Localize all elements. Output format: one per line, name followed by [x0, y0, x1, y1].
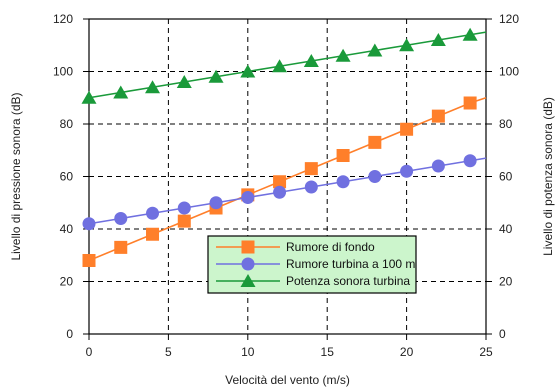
y-tick-label-right: 20 [499, 275, 513, 289]
x-tick-label: 5 [165, 345, 172, 359]
data-point [273, 175, 287, 189]
x-tick-label: 20 [400, 345, 414, 359]
x-axis-label: Velocità del vento (m/s) [225, 373, 350, 387]
data-point [208, 69, 224, 83]
data-point [272, 59, 288, 73]
data-point [82, 254, 96, 267]
data-point [273, 185, 287, 199]
y-tick-label-left: 60 [60, 170, 74, 184]
y-tick-label-right: 80 [499, 117, 513, 131]
data-point [146, 227, 160, 241]
y-tick-label-right: 0 [499, 327, 506, 341]
x-tick-label: 15 [321, 345, 335, 359]
data-point [368, 170, 382, 183]
data-point [399, 38, 415, 52]
legend-marker [241, 257, 255, 271]
legend-label: Rumore turbina a 100 m [286, 257, 415, 271]
legend-label: Rumore di fondo [286, 240, 375, 254]
series-2 [82, 154, 487, 231]
data-point [336, 175, 350, 189]
data-point [335, 48, 351, 62]
data-point [241, 191, 255, 204]
y-tick-label-left: 20 [60, 275, 74, 289]
data-point [400, 164, 414, 178]
series-line-3 [88, 31, 487, 99]
data-point [114, 240, 128, 254]
legend-marker [240, 274, 256, 287]
y-tick-label-right: 60 [499, 170, 513, 184]
data-point [400, 122, 414, 136]
y-tick-label-left: 40 [60, 222, 74, 236]
x-tick-label: 0 [86, 345, 93, 359]
x-tick-label: 25 [479, 345, 493, 359]
data-point [336, 149, 350, 162]
data-point [463, 96, 477, 110]
x-tick-label: 10 [241, 345, 255, 359]
data-point [177, 214, 191, 228]
data-point [368, 135, 382, 149]
y-tick-label-left: 0 [66, 327, 73, 341]
legend: Rumore di fondo Rumore turbina a 100 m Pot… [207, 235, 417, 294]
data-point [82, 217, 96, 231]
data-point [462, 27, 478, 41]
data-point [304, 180, 318, 194]
data-point [145, 80, 161, 94]
y-tick-label-left: 80 [60, 117, 74, 131]
y-tick-label-right: 120 [499, 12, 519, 26]
data-point [303, 54, 319, 67]
y-tick-label-right: 100 [499, 65, 519, 79]
data-point [177, 201, 191, 215]
data-point [463, 154, 477, 168]
series-3 [81, 27, 487, 104]
legend-marker [241, 240, 255, 254]
series-layer [81, 27, 487, 267]
legend-label: Potenza sonora turbina [286, 274, 410, 288]
data-point [209, 196, 223, 210]
y-tick-label-left: 100 [53, 65, 73, 79]
y-tick-label-left: 120 [53, 12, 73, 26]
data-point [240, 64, 256, 78]
data-point [304, 162, 318, 176]
y-tick-label-right: 40 [499, 222, 513, 236]
data-point [146, 206, 160, 220]
data-point [430, 33, 446, 46]
data-point [176, 75, 192, 88]
y-axis-label-left: Livello di pressione sonora (dB) [9, 92, 23, 260]
y-axis-label-right: Livello di potenza sonora (dB) [541, 97, 555, 256]
data-point [431, 109, 445, 123]
data-point [114, 212, 128, 225]
data-point [431, 159, 445, 173]
data-point [113, 85, 129, 99]
data-point [367, 43, 383, 57]
data-point [81, 90, 97, 104]
